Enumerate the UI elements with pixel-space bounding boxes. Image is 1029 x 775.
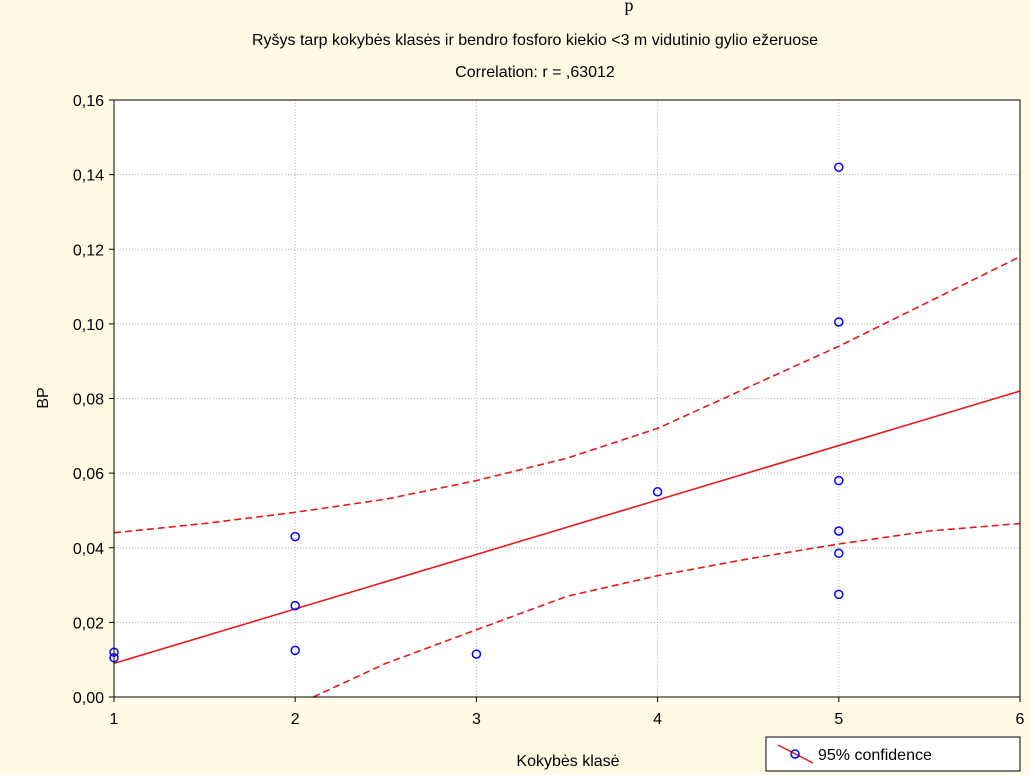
- confidence-upper-line: [113, 255, 1021, 534]
- legend-marker-swatch: [790, 749, 800, 759]
- y-tick-label: 0,08: [73, 392, 104, 409]
- data-point: [834, 548, 844, 559]
- legend-label: 95% confidence: [818, 747, 932, 764]
- data-point: [834, 589, 844, 600]
- y-tick-label: 0,02: [73, 615, 104, 632]
- data-point: [834, 317, 844, 327]
- confidence-lower-line: [312, 522, 1021, 698]
- chart-title: Ryšys tarp kokybės klasės ir bendro fosf…: [252, 32, 818, 49]
- axis-ticks: 1 2 3 4 5 6 0,00 0,02 0,04 0,06 0,08 0,10 0,12 0,14 0,…: [73, 93, 1025, 728]
- x-tick-label: 2: [291, 711, 300, 728]
- legend-line-swatch: [777, 744, 814, 764]
- regression-line: [113, 390, 1021, 665]
- data-point: [834, 475, 844, 486]
- y-tick-label: 0,12: [73, 242, 104, 259]
- y-tick-label: 0,14: [73, 168, 104, 185]
- chart-subtitle: Correlation: r = ,63012: [455, 64, 615, 81]
- data-point: [290, 531, 300, 542]
- data-point: [290, 645, 300, 656]
- y-axis-label: BP: [35, 387, 52, 408]
- x-tick-label: 5: [834, 711, 843, 728]
- data-point: [834, 526, 844, 536]
- confidence-bands: [113, 255, 1021, 698]
- y-tick-label: 0,00: [73, 690, 104, 707]
- legend-box: [765, 736, 1021, 772]
- top-fragment-text: p: [625, 0, 634, 15]
- data-point: [471, 649, 482, 659]
- x-axis-label: Kokybės klasė: [516, 753, 619, 770]
- y-tick-label: 0,06: [73, 466, 104, 483]
- regression-line-group: [113, 390, 1021, 665]
- y-tick-label: 0,16: [73, 93, 104, 110]
- x-tick-label: 3: [472, 711, 481, 728]
- x-tick-label: 4: [653, 711, 662, 728]
- data-point: [290, 600, 300, 611]
- data-point: [834, 162, 844, 172]
- legend: 95% confidence: [765, 736, 1021, 772]
- y-tick-label: 0,04: [73, 541, 104, 558]
- data-point: [652, 487, 663, 497]
- x-tick-label: 1: [110, 711, 119, 728]
- y-tick-label: 0,10: [73, 317, 104, 334]
- grid-lines: [114, 100, 1020, 697]
- x-tick-label: 6: [1016, 711, 1025, 728]
